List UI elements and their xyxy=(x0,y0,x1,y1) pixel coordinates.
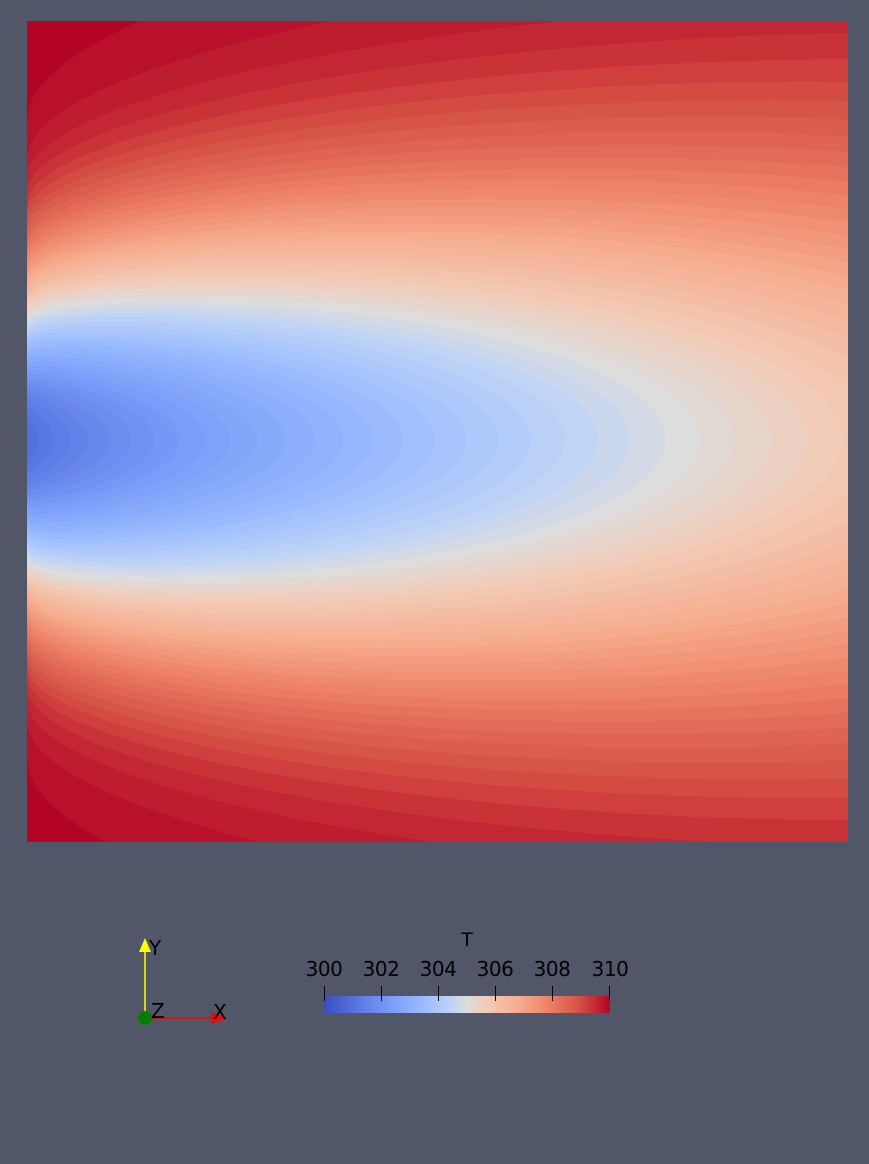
tick-label-308: 308 xyxy=(533,957,571,981)
legend-title: T xyxy=(461,929,473,951)
z-axis-dot-icon xyxy=(138,1011,152,1025)
temperature-field-plot[interactable] xyxy=(27,21,848,842)
y-axis-label: Y xyxy=(148,936,162,960)
tick-label-304: 304 xyxy=(419,957,457,981)
tick-label-302: 302 xyxy=(362,957,400,981)
scalar-bar-legend[interactable]: T 300 302 304 306 308 310 xyxy=(290,928,650,1028)
tick-mark-304 xyxy=(438,986,439,1001)
tick-label-310: 310 xyxy=(591,957,629,981)
tick-label-300: 300 xyxy=(305,957,343,981)
z-axis-label: Z xyxy=(151,999,165,1023)
x-axis-label: X xyxy=(213,1000,227,1024)
y-axis-arrow-icon xyxy=(139,938,151,952)
x-axis-arrow-icon xyxy=(211,1012,227,1024)
tick-mark-310 xyxy=(609,986,610,1001)
orientation-axes-widget: Y Z X xyxy=(138,936,227,1025)
tick-mark-306 xyxy=(495,986,496,1001)
tick-mark-308 xyxy=(552,986,553,1001)
legend-color-bar xyxy=(324,996,610,1013)
tick-mark-302 xyxy=(381,986,382,1001)
tick-mark-300 xyxy=(324,986,325,1001)
tick-label-306: 306 xyxy=(476,957,514,981)
